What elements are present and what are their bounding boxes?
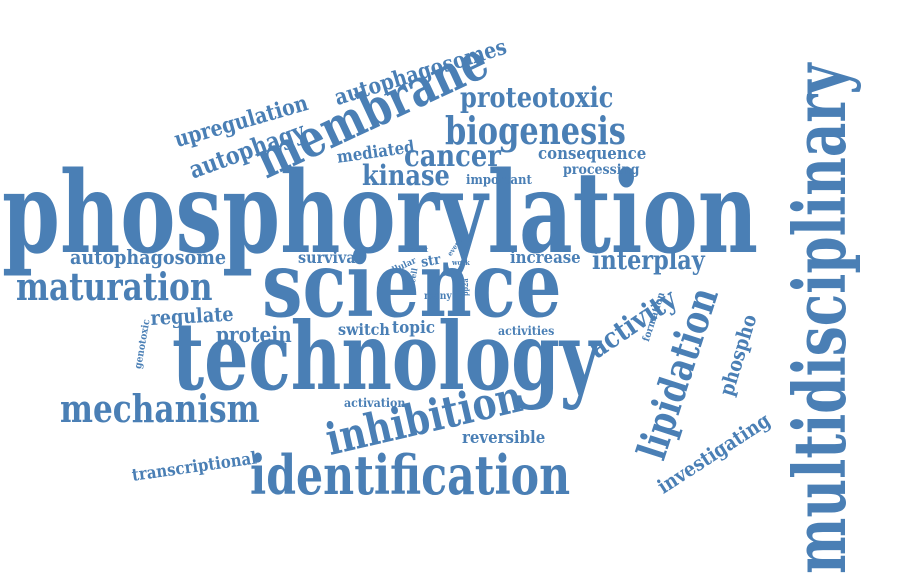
word-pp2a: pp2a <box>461 278 470 296</box>
word-survival: survival <box>298 248 362 267</box>
word-important: important <box>466 173 532 188</box>
word-result: result <box>407 245 429 254</box>
word-topic: topic <box>392 318 436 338</box>
word-kinase: kinase <box>362 159 450 192</box>
word-autophagosome: autophagosome <box>70 245 227 269</box>
word-transcriptional: transcriptional <box>130 448 259 486</box>
word-str: str <box>419 251 442 271</box>
word-multidisciplinary: multidisciplinary <box>777 63 862 574</box>
word-maturation: maturation <box>16 264 213 309</box>
word-protein: protein <box>216 322 292 347</box>
word-work: work <box>452 258 470 267</box>
word-technology: technology <box>172 302 601 412</box>
word-increase: increase <box>510 248 581 268</box>
word-cancer: cancer <box>404 139 501 174</box>
word-phospho: phospho <box>714 311 762 399</box>
word-genotoxic: genotoxic <box>133 318 153 370</box>
word-reversible: reversible <box>462 428 546 448</box>
word-identification: identification <box>250 443 571 507</box>
word-science: science <box>262 232 562 338</box>
word-activities: activities <box>498 324 555 338</box>
word-activation: activation <box>344 396 406 410</box>
word-consequence: consequence <box>538 144 647 164</box>
word-phosphorylation: phosphorylation <box>2 148 758 279</box>
word-interplay: interplay <box>592 246 705 276</box>
word-mechanism: mechanism <box>60 386 260 431</box>
word-cell: cell <box>407 267 420 284</box>
word-processing: processing <box>563 162 640 178</box>
word-switch: switch <box>338 320 390 339</box>
word-proteotoxic: proteotoxic <box>460 81 614 114</box>
word-many: many <box>424 291 452 302</box>
word-biogenesis: biogenesis <box>445 108 626 153</box>
